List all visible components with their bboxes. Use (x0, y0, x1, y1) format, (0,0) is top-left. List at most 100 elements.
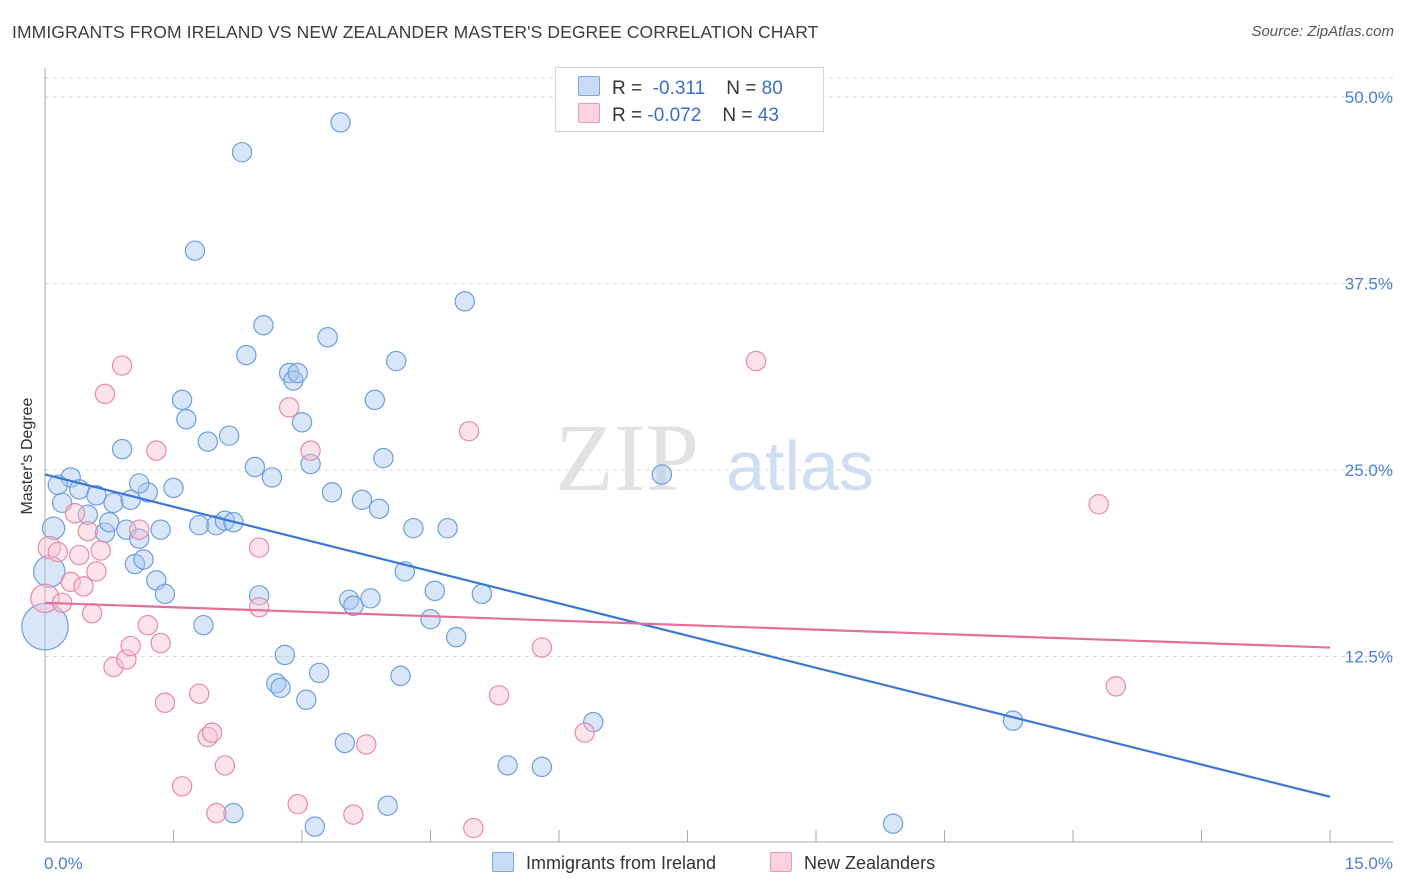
data-point (291, 412, 313, 433)
legend-r-label: R = (612, 105, 643, 126)
grid-lines (45, 77, 1393, 657)
bottom-legend-swatch-ireland (492, 852, 514, 872)
data-point (296, 689, 317, 710)
data-point (458, 420, 480, 442)
data-point (129, 528, 150, 549)
data-point (304, 816, 326, 837)
data-point (214, 755, 236, 776)
data-point (488, 685, 510, 706)
legend-r-value: -0.072 (647, 105, 702, 126)
stats-legend: R = -0.311 N = 80 R = -0.072 N = 43 (555, 67, 824, 132)
data-point (360, 588, 381, 609)
data-point (90, 540, 111, 561)
data-point (86, 561, 107, 582)
chart-source: Source: ZipAtlas.com (1251, 23, 1394, 40)
data-point (77, 520, 99, 542)
data-point (244, 456, 266, 478)
data-point (248, 585, 270, 606)
legend-row-ireland: R = -0.311 N = 80 (578, 76, 783, 99)
data-point (47, 541, 69, 563)
legend-n-value: 80 (761, 78, 783, 99)
axes (44, 68, 1393, 843)
data-point (377, 795, 398, 816)
y-tick-label: 50.0% (1345, 88, 1393, 107)
y-tick-label: 25.0% (1345, 461, 1393, 480)
legend-swatch-ireland (578, 76, 600, 96)
data-point (129, 519, 150, 540)
data-point (261, 467, 283, 488)
data-point (278, 397, 300, 418)
data-point (206, 802, 227, 824)
data-point (64, 503, 86, 524)
data-point (330, 112, 351, 133)
data-point (201, 722, 223, 743)
bottom-legend-label: Immigrants from Ireland (526, 853, 717, 873)
data-point (317, 326, 338, 348)
watermark-zip: ZIP (555, 404, 699, 511)
data-point (236, 344, 257, 366)
data-point (368, 498, 390, 520)
data-point (651, 464, 673, 485)
chart-title: IMMIGRANTS FROM IRELAND VS NEW ZEALANDER… (12, 22, 819, 42)
series-new-zealanders (30, 350, 1127, 839)
data-point (86, 485, 107, 506)
data-point (351, 489, 373, 511)
data-point (193, 614, 214, 636)
data-point (390, 665, 411, 687)
data-point (30, 583, 60, 614)
data-point (81, 603, 103, 624)
data-point (150, 632, 171, 654)
watermark-atlas: atlas (726, 427, 874, 505)
data-point (103, 492, 124, 514)
data-point (445, 626, 467, 648)
data-point (373, 447, 394, 469)
data-point (424, 580, 446, 602)
data-point (197, 431, 218, 452)
data-point (364, 389, 386, 411)
data-point (343, 804, 364, 825)
data-point (41, 516, 66, 540)
data-point (270, 677, 291, 699)
data-point (334, 732, 356, 754)
data-point (531, 756, 553, 778)
x-tick-label: 0.0% (44, 854, 83, 873)
data-point (176, 409, 197, 430)
legend-n-label: N = (722, 105, 753, 126)
data-point (137, 482, 159, 503)
data-point (69, 544, 90, 566)
x-tick-label: 15.0% (1345, 854, 1393, 873)
data-point (403, 517, 424, 539)
data-point (218, 425, 240, 446)
data-point (308, 662, 330, 684)
x-tick-labels: 0.0% 15.0% (44, 854, 1393, 873)
trend-line-ireland (44, 473, 1331, 798)
data-point (111, 355, 133, 376)
bottom-legend-swatch-nz (770, 852, 792, 872)
trend-line-new-zealanders (44, 601, 1331, 649)
data-point (171, 389, 193, 411)
data-point (745, 350, 767, 372)
bottom-legend-ireland: Immigrants from Ireland (492, 852, 716, 874)
data-point (60, 571, 81, 593)
data-point (146, 440, 167, 461)
series-ireland (21, 112, 1024, 837)
data-point (583, 711, 604, 733)
legend-n-label: N = (726, 78, 757, 99)
data-point (99, 511, 120, 533)
data-point (47, 474, 69, 496)
data-point (356, 734, 377, 755)
data-point (111, 438, 133, 460)
data-point (150, 519, 171, 540)
data-point (223, 802, 244, 824)
data-point (188, 514, 210, 536)
legend-r-label: R = (612, 78, 643, 99)
data-point (248, 537, 270, 558)
data-point (321, 482, 343, 503)
legend-r-value: -0.311 (652, 78, 706, 99)
trend-lines (44, 473, 1331, 798)
y-tick-label: 12.5% (1345, 648, 1393, 667)
data-point (248, 597, 270, 618)
data-point (129, 473, 150, 494)
data-point (1088, 494, 1109, 515)
data-point (103, 656, 124, 678)
